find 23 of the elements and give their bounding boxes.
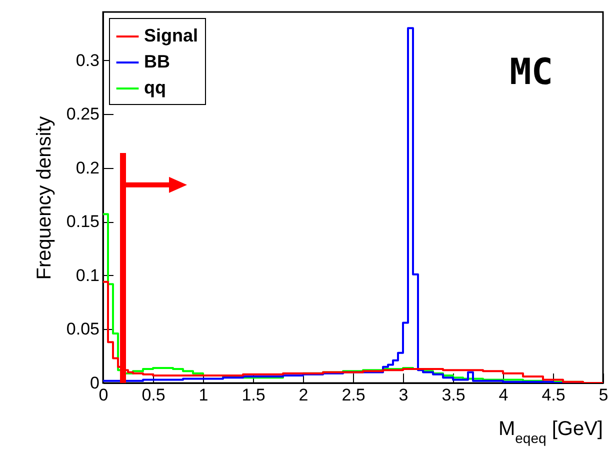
x-tick-label: 2.5 xyxy=(342,386,366,404)
annotation: MC xyxy=(510,52,553,93)
x-tick-label: 5 xyxy=(598,386,608,404)
y-tick-label: 0.25 xyxy=(66,104,100,124)
x-tick-label: 3.5 xyxy=(442,386,466,404)
x-tick-label: 4 xyxy=(498,386,508,404)
x-tick-label: 3 xyxy=(398,386,408,404)
y-tick-label: 0.2 xyxy=(76,158,100,178)
x-tick-label: 4.5 xyxy=(542,386,566,404)
y-tick-label: 0.3 xyxy=(76,50,100,70)
y-tick-label: 0.15 xyxy=(66,212,100,232)
x-tick-label: 2 xyxy=(298,386,308,404)
y-tick-label: 0 xyxy=(90,374,100,392)
x-axis-title: M$_{eqeq}$ [GeV] xyxy=(498,418,603,446)
legend-label: qq xyxy=(144,78,166,98)
x-tick-label: 0.5 xyxy=(142,386,166,404)
y-tick-label: 0.1 xyxy=(76,266,100,285)
legend-label: Signal xyxy=(144,26,198,46)
x-tick-label: 1 xyxy=(198,386,208,404)
x-tick-label: 1.5 xyxy=(242,386,266,404)
y-axis-title: Frequency density xyxy=(33,116,56,280)
y-tick-label: 0.05 xyxy=(66,320,100,339)
legend-label: BB xyxy=(144,52,170,72)
